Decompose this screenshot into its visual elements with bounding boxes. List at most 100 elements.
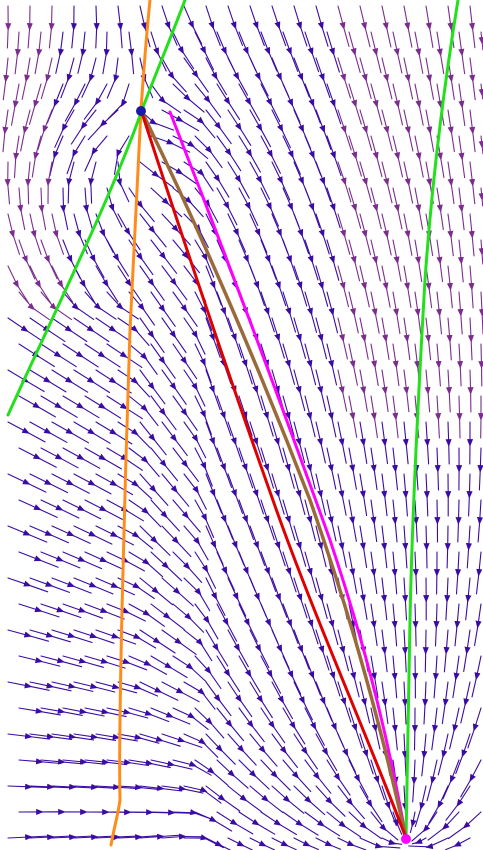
streamline bbox=[359, 57, 372, 100]
streamline bbox=[139, 833, 183, 840]
streamline bbox=[183, 577, 211, 612]
streamline bbox=[326, 135, 342, 177]
streamline bbox=[412, 499, 420, 543]
streamline bbox=[315, 57, 331, 99]
streamline bbox=[73, 629, 115, 644]
streamline bbox=[205, 785, 241, 812]
streamline bbox=[34, 31, 43, 75]
streamline bbox=[260, 291, 275, 333]
streamline bbox=[128, 291, 155, 326]
streamline bbox=[337, 681, 352, 723]
streamline bbox=[392, 187, 403, 230]
streamline bbox=[150, 447, 179, 482]
streamline bbox=[60, 57, 75, 99]
streamline bbox=[95, 629, 137, 645]
streamline bbox=[304, 187, 321, 228]
streamline bbox=[455, 733, 471, 775]
streamline bbox=[194, 499, 215, 538]
streamline bbox=[478, 187, 483, 207]
streamline bbox=[444, 577, 451, 621]
streamline bbox=[150, 83, 182, 114]
streamline bbox=[304, 811, 341, 837]
streamline bbox=[293, 5, 308, 47]
streamline bbox=[422, 681, 429, 725]
streamline bbox=[282, 291, 297, 333]
streamline bbox=[29, 783, 73, 790]
streamline bbox=[348, 291, 359, 334]
streamline bbox=[326, 187, 341, 229]
streamline bbox=[271, 161, 291, 201]
streamline bbox=[70, 109, 97, 145]
streamline bbox=[73, 265, 96, 304]
streamline bbox=[443, 629, 450, 673]
streamline bbox=[370, 31, 382, 74]
streamline bbox=[40, 603, 82, 619]
streamline bbox=[95, 783, 139, 791]
streamline bbox=[260, 499, 275, 541]
streamline bbox=[7, 525, 48, 543]
streamline bbox=[337, 733, 357, 773]
streamline bbox=[370, 499, 378, 543]
streamline bbox=[73, 525, 113, 545]
streamline bbox=[458, 83, 466, 127]
streamline bbox=[205, 473, 223, 514]
streamline bbox=[359, 681, 371, 724]
streamline bbox=[359, 733, 374, 775]
streamline bbox=[172, 447, 199, 482]
streamline bbox=[128, 187, 155, 223]
streamline bbox=[128, 551, 164, 578]
green-curve-right bbox=[404, 0, 460, 842]
streamline bbox=[37, 109, 53, 151]
streamline bbox=[238, 811, 276, 835]
streamline bbox=[172, 291, 198, 327]
streamline bbox=[70, 5, 78, 49]
streamline bbox=[249, 785, 284, 813]
streamline bbox=[161, 57, 187, 93]
streamline bbox=[304, 239, 319, 281]
streamline bbox=[337, 57, 352, 99]
streamline bbox=[2, 109, 9, 153]
streamline bbox=[95, 369, 132, 394]
streamline bbox=[216, 707, 245, 742]
green-curve-left bbox=[6, 0, 187, 417]
streamline bbox=[5, 5, 12, 49]
streamline bbox=[216, 135, 242, 172]
streamline bbox=[282, 551, 297, 593]
streamline bbox=[282, 759, 312, 793]
streamline bbox=[304, 551, 317, 593]
streamline bbox=[150, 499, 180, 532]
streamline bbox=[238, 655, 261, 693]
streamline bbox=[183, 629, 213, 662]
streamline bbox=[401, 629, 409, 673]
streamline bbox=[51, 577, 92, 594]
streamline bbox=[106, 707, 149, 719]
streamline bbox=[326, 31, 340, 73]
streamline bbox=[106, 758, 150, 767]
streamline bbox=[95, 681, 138, 694]
streamline bbox=[403, 369, 410, 413]
streamline bbox=[260, 447, 275, 489]
streamline bbox=[315, 785, 346, 817]
streamline bbox=[381, 369, 389, 413]
streamline bbox=[449, 707, 460, 750]
streamline bbox=[391, 603, 398, 647]
streamline bbox=[227, 733, 257, 766]
streamline bbox=[227, 57, 249, 96]
streamline bbox=[282, 707, 306, 745]
streamline bbox=[456, 395, 463, 439]
streamline bbox=[238, 603, 258, 643]
streamline bbox=[401, 733, 408, 777]
streamline bbox=[95, 525, 135, 546]
streamline bbox=[62, 343, 99, 368]
streamline bbox=[435, 343, 442, 387]
streamline bbox=[81, 57, 97, 98]
streamline bbox=[128, 707, 170, 723]
streamline bbox=[408, 837, 449, 850]
streamline bbox=[227, 837, 253, 850]
streamline bbox=[172, 239, 200, 274]
streamline bbox=[40, 758, 84, 765]
streamline bbox=[107, 83, 130, 120]
streamline bbox=[401, 577, 409, 621]
streamline bbox=[293, 525, 307, 567]
